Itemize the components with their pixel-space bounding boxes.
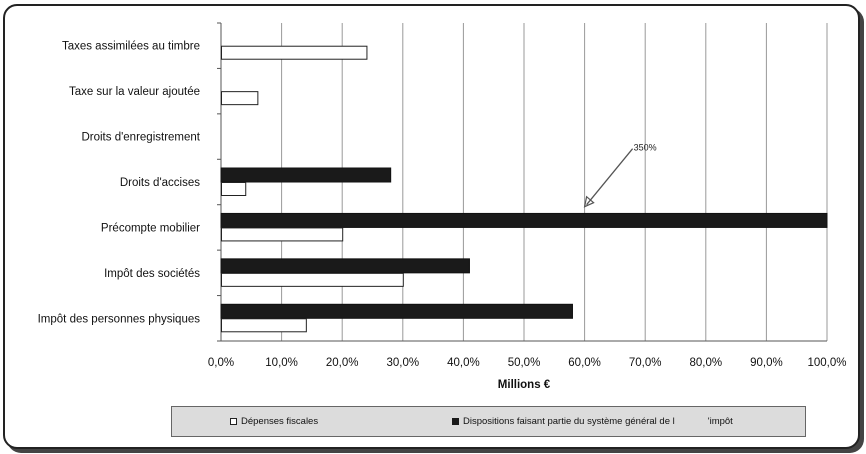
category-label: Droits d'enregistrement <box>81 132 200 144</box>
bar-general-system <box>220 167 392 183</box>
x-tick-label: 20,0% <box>326 357 359 369</box>
category-label: Taxe sur la valeur ajoutée <box>69 86 200 98</box>
x-tick-label: 80,0% <box>689 357 722 369</box>
annotation-arrow-line <box>586 148 634 206</box>
x-tick-label: 50,0% <box>508 357 541 369</box>
bar-tax-expenditure <box>221 45 368 60</box>
category-label: Précompte mobilier <box>101 222 200 234</box>
x-tick-label: 0,0% <box>208 357 234 369</box>
category-label: Impôt des sociétés <box>104 268 200 280</box>
bar-tax-expenditure <box>221 182 247 196</box>
bar-tax-expenditure <box>221 227 344 242</box>
x-tick-label: 90,0% <box>750 357 783 369</box>
bar-general-system <box>220 212 828 228</box>
x-tick-label: 60,0% <box>568 357 601 369</box>
legend-swatch-filled <box>452 418 459 425</box>
legend-label-general-system-suffix: 'impôt <box>707 416 733 427</box>
annotation-label: 350% <box>634 143 657 153</box>
legend-label-tax-expenditures: Dépenses fiscales <box>241 416 319 427</box>
x-tick-label: 30,0% <box>386 357 419 369</box>
category-label: Taxes assimilées au timbre <box>62 41 200 53</box>
bar-tax-expenditure <box>221 272 404 287</box>
bar-general-system <box>220 258 470 274</box>
x-tick-label: 40,0% <box>447 357 480 369</box>
category-label: Droits d'accises <box>120 177 200 189</box>
x-tick-label: 70,0% <box>629 357 662 369</box>
legend-label-general-system: Dispositions faisant partie du système g… <box>463 416 675 427</box>
category-label: Impôt des personnes physiques <box>38 313 201 325</box>
bar-tax-expenditure <box>221 91 259 106</box>
x-axis-title: Millions € <box>498 379 551 391</box>
chart-legend: Dépenses fiscales Dispositions faisant p… <box>171 406 806 437</box>
legend-item-tax-expenditures: Dépenses fiscales <box>230 416 318 427</box>
annotation-arrowhead <box>583 195 595 208</box>
legend-swatch-open <box>230 418 237 425</box>
bar-general-system <box>220 303 573 319</box>
bar-tax-expenditure <box>221 318 307 333</box>
x-tick-label: 10,0% <box>265 357 298 369</box>
legend-item-general-system: Dispositions faisant partie du système g… <box>452 416 733 427</box>
x-tick-label: 100,0% <box>807 357 846 369</box>
